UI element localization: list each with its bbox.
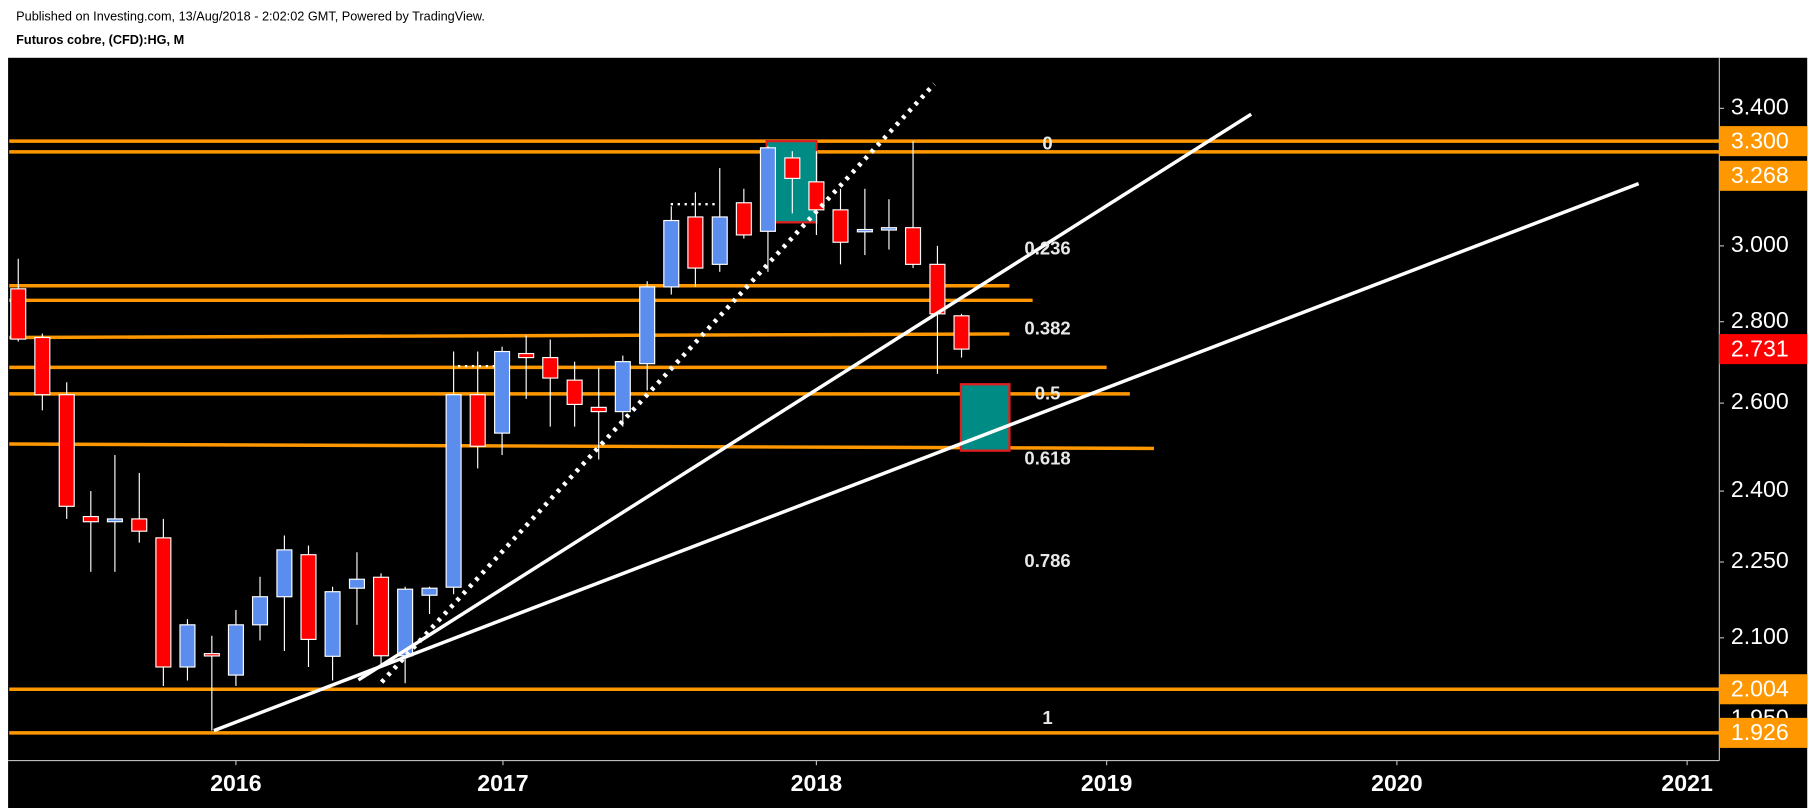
candle-body bbox=[735, 202, 752, 236]
symbol-title: Futuros cobre, (CFD):HG, M bbox=[16, 32, 184, 47]
candle-body bbox=[832, 209, 849, 243]
candle-body bbox=[348, 578, 366, 589]
x-tick-label: 2018 bbox=[791, 770, 843, 796]
candle-body bbox=[663, 219, 680, 288]
candle-body bbox=[687, 216, 704, 269]
candle-body bbox=[131, 518, 148, 532]
fib-label: 0.618 bbox=[1024, 447, 1070, 468]
candle-body bbox=[227, 624, 244, 676]
price-tag-label: 2.731 bbox=[1731, 335, 1789, 361]
candle-body bbox=[759, 147, 776, 232]
candle-body bbox=[494, 350, 511, 434]
fib-label: 0.236 bbox=[1024, 237, 1070, 258]
candle-body bbox=[155, 537, 172, 668]
candle-body bbox=[10, 288, 27, 340]
y-tick-label: 2.400 bbox=[1731, 476, 1789, 502]
candle-body bbox=[542, 357, 559, 379]
candle-body bbox=[324, 591, 341, 657]
price-tag-label: 3.268 bbox=[1731, 162, 1789, 188]
candle-body bbox=[590, 406, 607, 413]
candle-body bbox=[82, 515, 99, 523]
candle-body bbox=[469, 394, 486, 447]
fib-label: 0.382 bbox=[1024, 317, 1070, 338]
plot: 0 0.236 0.382 0.5 0.618 0.786 1 bbox=[9, 82, 1720, 735]
level-line bbox=[9, 332, 1010, 340]
price-tag-label: 3.300 bbox=[1731, 127, 1789, 153]
candle-body bbox=[711, 216, 728, 265]
candle-body bbox=[106, 518, 123, 523]
published-note: Published on Investing.com, 13/Aug/2018 … bbox=[16, 9, 485, 24]
candle-body bbox=[300, 554, 317, 640]
candle-body bbox=[34, 336, 51, 396]
candle-body bbox=[179, 624, 196, 668]
candle-body bbox=[953, 315, 970, 350]
candle-body bbox=[276, 549, 293, 598]
axes: 3.4003.0002.8002.6002.4002.2502.1001.950… bbox=[210, 93, 1808, 796]
y-tick-label: 2.100 bbox=[1731, 623, 1789, 649]
candle-body bbox=[880, 227, 898, 231]
fib-label: 1 bbox=[1042, 707, 1052, 728]
price-tag-label: 2.004 bbox=[1731, 676, 1789, 702]
price-tag-label: 1.926 bbox=[1731, 719, 1789, 745]
candle-body bbox=[58, 394, 75, 507]
x-tick-label: 2016 bbox=[210, 770, 262, 796]
price-tag bbox=[1719, 126, 1808, 157]
y-tick-label: 2.600 bbox=[1731, 388, 1789, 414]
price-tag bbox=[1719, 674, 1808, 705]
candle-body bbox=[614, 361, 631, 413]
x-tick-label: 2019 bbox=[1081, 770, 1132, 796]
dotted-trend-line bbox=[379, 82, 936, 684]
candle-body bbox=[639, 286, 656, 365]
candle-body bbox=[203, 653, 220, 657]
candle-body bbox=[856, 228, 873, 233]
price-tag bbox=[1719, 717, 1808, 748]
x-tick-label: 2017 bbox=[477, 770, 528, 796]
candle-body bbox=[421, 587, 438, 596]
x-tick-label: 2020 bbox=[1371, 770, 1422, 796]
candle-body bbox=[905, 227, 922, 265]
chart-panel bbox=[8, 57, 1808, 808]
candle-body bbox=[251, 596, 269, 626]
candle-body bbox=[784, 157, 801, 179]
candle-body bbox=[518, 352, 535, 359]
y-tick-label: 3.000 bbox=[1731, 231, 1789, 257]
candle-body bbox=[808, 181, 825, 211]
y-tick-label: 3.400 bbox=[1731, 93, 1789, 119]
candle-body bbox=[373, 576, 390, 657]
candle-body bbox=[929, 263, 946, 315]
y-tick-label: 2.800 bbox=[1731, 307, 1789, 333]
fib-label: 0.786 bbox=[1024, 550, 1070, 571]
candle-body bbox=[566, 379, 583, 405]
y-tick-label: 2.250 bbox=[1731, 547, 1789, 573]
price-tag bbox=[1719, 160, 1808, 191]
trend-line bbox=[213, 181, 1640, 733]
fib-label: 0 bbox=[1042, 132, 1052, 153]
x-tick-label: 2021 bbox=[1661, 770, 1713, 796]
trend-line bbox=[357, 112, 1253, 682]
candle-body bbox=[445, 394, 462, 588]
price-tag bbox=[1719, 334, 1808, 365]
fib-label: 0.5 bbox=[1035, 383, 1061, 404]
